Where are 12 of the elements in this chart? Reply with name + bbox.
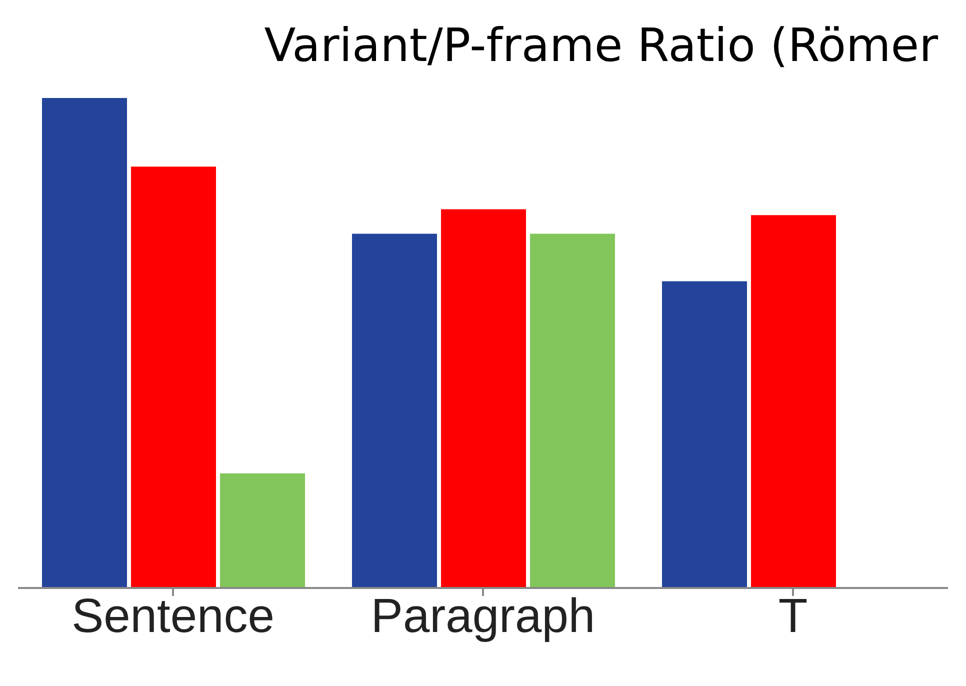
x-tick-label: T	[778, 590, 808, 644]
x-tick-label: Sentence	[72, 590, 274, 644]
bar	[352, 234, 437, 588]
bar	[751, 215, 836, 588]
bar	[131, 166, 216, 588]
x-tick-label: Paragraph	[370, 590, 596, 644]
chart-title: Variant/P-frame Ratio (Römer	[264, 18, 938, 72]
bar	[441, 209, 526, 588]
bar	[42, 98, 127, 588]
bar	[662, 281, 747, 588]
bar	[530, 234, 615, 588]
bar	[220, 473, 305, 588]
